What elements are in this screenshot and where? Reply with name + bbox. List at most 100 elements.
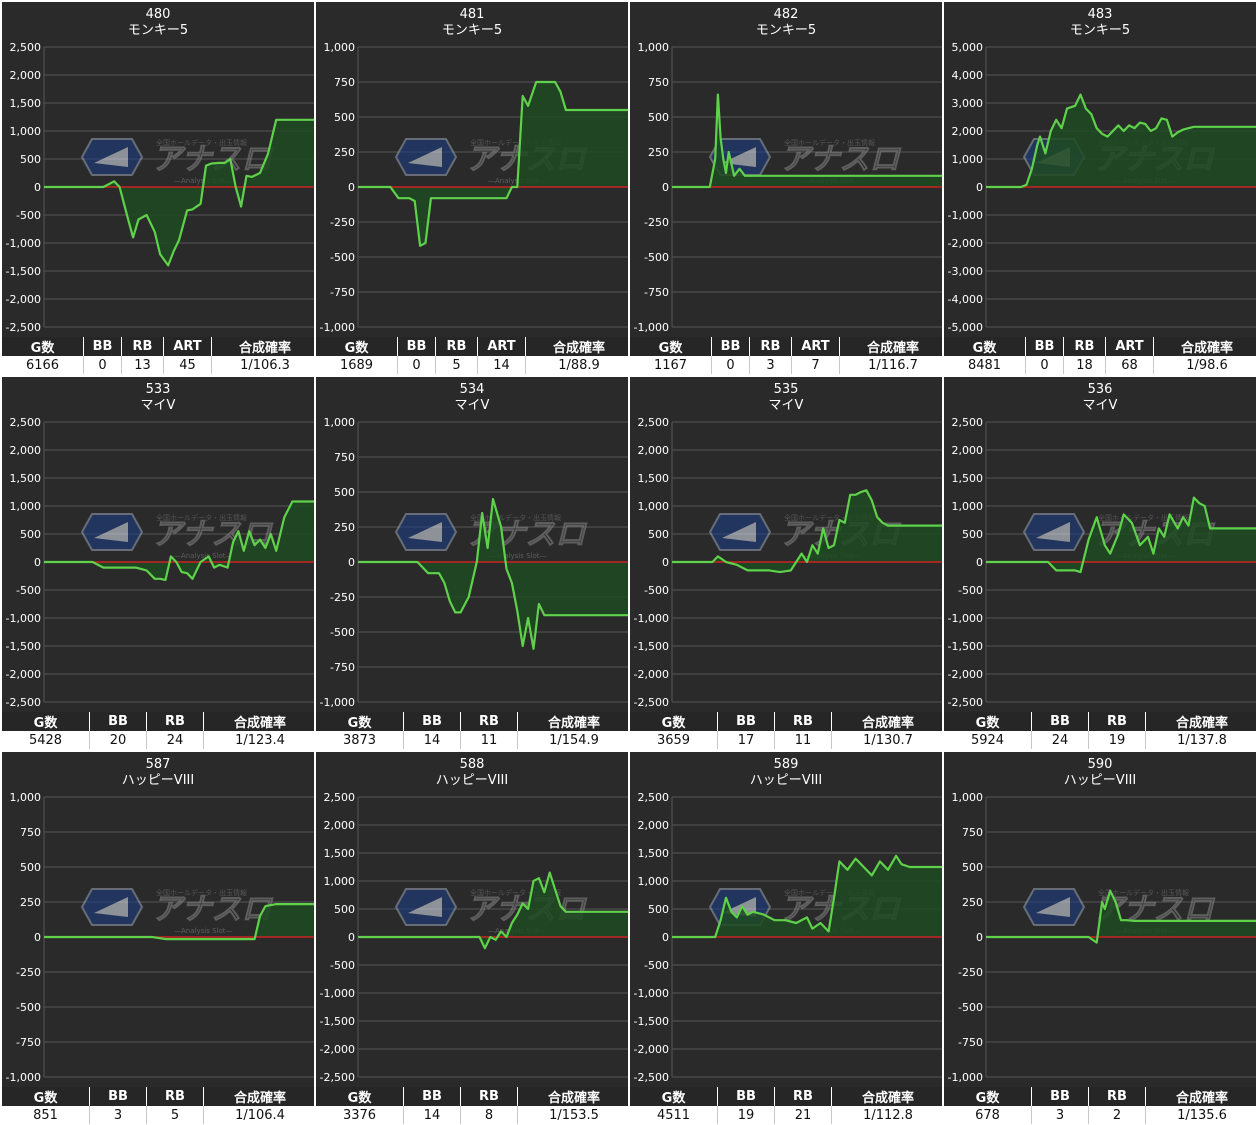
watermark-top-text: 全国ホールデータ・出玉情報 <box>784 513 875 522</box>
stats-header-row: G数 BB RB 合成確率 <box>316 712 628 731</box>
header-combined-probability: 合成確率 <box>1145 1087 1256 1106</box>
value-games: 3659 <box>630 731 718 749</box>
y-tick-label: 250 <box>962 896 983 909</box>
machine-model-name: マイV <box>768 398 804 413</box>
machine-panel: 2,500 2,000 1,500 1,000 500 0 -500 -1,000 -1,500… <box>630 377 942 749</box>
slump-graph: 1,0007505002500-250-500-750-1,000アナスロ—An… <box>944 752 1256 1087</box>
header-rb: RB <box>1088 712 1146 731</box>
watermark-logo-text: アナスロ <box>780 142 901 177</box>
header-games: G数 <box>316 337 398 356</box>
value-combined-probability: 1/98.6 <box>1153 356 1256 374</box>
value-rb: 11 <box>774 731 832 749</box>
y-tick-label: 250 <box>334 146 355 159</box>
watermark-top-text: 全国ホールデータ・出玉情報 <box>1098 888 1189 897</box>
machine-panel: 2,500 2,000 1,500 1,000 500 0 -500 -1,000 -1,500… <box>944 377 1256 749</box>
y-tick-label: -1,000 <box>948 1071 983 1084</box>
y-tick-label: -1,000 <box>320 696 355 709</box>
header-bb: BB <box>403 712 461 731</box>
slump-graph: 1,0007505002500-250-500-750-1,000アナスロ—An… <box>630 2 942 337</box>
y-tick-label: 0 <box>34 556 41 569</box>
header-rb: RB <box>435 337 478 356</box>
stats-table: G数 BB RB ART 合成確率 8481 0 18 68 1/98.6 <box>944 337 1256 374</box>
y-tick-label: 2,500 <box>10 416 42 429</box>
value-rb: 24 <box>146 731 204 749</box>
y-tick-label: -750 <box>330 286 355 299</box>
header-combined-probability: 合成確率 <box>517 712 628 731</box>
machine-number: 590 <box>1087 757 1113 772</box>
y-tick-label: -2,000 <box>948 668 983 681</box>
balance-area-fill <box>672 94 942 187</box>
y-tick-label: 2,500 <box>952 416 984 429</box>
y-tick-label: 750 <box>962 826 983 839</box>
header-art: ART <box>477 337 526 356</box>
header-rb: RB <box>1063 337 1106 356</box>
y-tick-label: 0 <box>34 931 41 944</box>
y-tick-label: -250 <box>330 216 355 229</box>
y-tick-label: -1,500 <box>634 640 669 653</box>
analysis-slot-watermark: アナスロ—Analysis Slot—全国ホールデータ・出玉情報 <box>80 513 274 560</box>
balance-area-fill <box>358 499 628 649</box>
y-tick-label: -500 <box>330 959 355 972</box>
header-rb: RB <box>146 1087 204 1106</box>
y-tick-label: -500 <box>958 584 983 597</box>
value-games: 4511 <box>630 1106 718 1124</box>
header-rb: RB <box>1088 1087 1146 1106</box>
value-bb: 0 <box>83 356 122 374</box>
y-tick-label: -1,000 <box>948 612 983 625</box>
machine-number: 589 <box>773 757 799 772</box>
y-tick-label: 2,000 <box>952 125 984 138</box>
analysis-slot-watermark: アナスロ—Analysis Slot—全国ホールデータ・出玉情報 <box>80 138 274 185</box>
watermark-top-text: 全国ホールデータ・出玉情報 <box>1098 513 1189 522</box>
value-combined-probability: 1/106.4 <box>203 1106 314 1124</box>
value-bb: 20 <box>89 731 147 749</box>
y-tick-label: 2,000 <box>638 819 670 832</box>
header-games: G数 <box>316 1087 404 1106</box>
machine-panel: 1,0007505002500-250-500-750-1,000アナスロ—An… <box>944 752 1256 1124</box>
slump-graph: 2,500 2,000 1,500 1,000 500 0 -500 -1,000 -1,500… <box>630 377 942 712</box>
stats-value-row: 8481 0 18 68 1/98.6 <box>944 356 1256 374</box>
value-bb: 0 <box>711 356 750 374</box>
stats-header-row: G数 BB RB 合成確率 <box>630 712 942 731</box>
machine-number: 534 <box>459 382 485 397</box>
watermark-top-text: 全国ホールデータ・出玉情報 <box>156 513 247 522</box>
stats-value-row: 3376 14 8 1/153.5 <box>316 1106 628 1124</box>
stats-value-row: 851 3 5 1/106.4 <box>2 1106 314 1124</box>
header-combined-probability: 合成確率 <box>839 337 942 356</box>
watermark-wing-icon <box>94 147 128 167</box>
y-tick-label: -1,000 <box>634 987 669 1000</box>
balance-line <box>986 496 1256 574</box>
y-tick-label: -1,500 <box>6 640 41 653</box>
y-tick-label: 1,500 <box>638 847 670 860</box>
header-bb: BB <box>397 337 436 356</box>
y-tick-label: 1,500 <box>324 847 356 860</box>
machine-model-name: マイV <box>140 398 176 413</box>
machine-model-name: モンキー5 <box>755 23 817 38</box>
y-tick-label: -1,000 <box>6 1071 41 1084</box>
header-art: ART <box>1105 337 1154 356</box>
slump-graph: 2,500 2,000 1,500 1,000 500 0 -500 -1,000 -1,500… <box>316 752 628 1087</box>
machine-panel: 2,500 2,000 1,500 1,000 500 0 -500 -1,000 -1,500… <box>316 752 628 1124</box>
balance-line <box>358 871 628 950</box>
value-rb: 21 <box>774 1106 832 1124</box>
value-combined-probability: 1/112.8 <box>831 1106 942 1124</box>
watermark-wing-icon <box>408 522 442 542</box>
y-tick-label: -3,000 <box>948 265 983 278</box>
y-tick-label: 5,000 <box>952 41 984 54</box>
analysis-slot-watermark: アナスロ—Analysis Slot—全国ホールデータ・出玉情報 <box>80 888 274 935</box>
y-tick-label: -2,500 <box>320 1071 355 1084</box>
y-tick-label: 250 <box>20 896 41 909</box>
y-tick-label: -250 <box>958 966 983 979</box>
y-tick-label: 0 <box>34 181 41 194</box>
y-tick-label: -2,500 <box>6 696 41 709</box>
stats-header-row: G数 BB RB ART 合成確率 <box>2 337 314 356</box>
header-bb: BB <box>89 712 147 731</box>
stats-value-row: 1689 0 5 14 1/88.9 <box>316 356 628 374</box>
header-rb: RB <box>460 1087 518 1106</box>
header-combined-probability: 合成確率 <box>203 1087 314 1106</box>
value-bb: 17 <box>717 731 775 749</box>
y-tick-label: 1,000 <box>324 416 356 429</box>
y-tick-label: 1,000 <box>10 500 42 513</box>
y-tick-label: 500 <box>962 861 983 874</box>
value-rb: 5 <box>146 1106 204 1124</box>
y-tick-label: -2,500 <box>6 321 41 334</box>
